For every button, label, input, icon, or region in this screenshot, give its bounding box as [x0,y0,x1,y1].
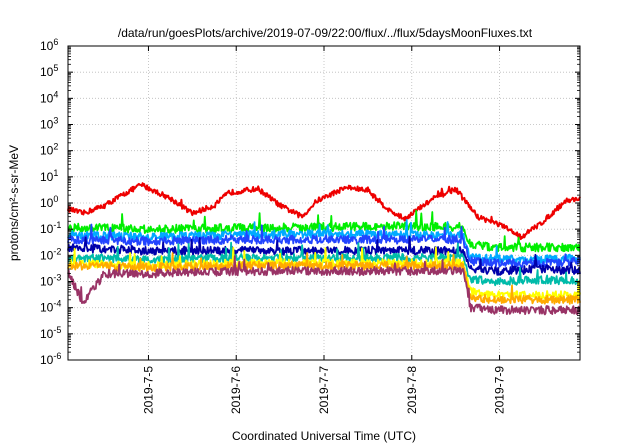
series-line-1 [67,182,581,241]
x-tick-label: 2019-7-9 [493,366,507,414]
series-line-5 [67,236,581,276]
y-tick-label: 102 [40,142,58,158]
y-tick-label: 106 [40,37,58,53]
y-axis-label: protons/cm²-s-sr-MeV [7,145,21,261]
y-tick-label: 10-4 [40,299,61,315]
series-group [67,182,581,316]
series-line-8 [67,252,581,305]
series-line-4 [67,223,581,268]
axes: 10-6 10-5 10-4 10-3 10-2 10-1 100 101 102 103 104 1… [40,37,580,414]
x-tick-label: 2019-7-7 [317,366,331,414]
x-axis-label: Coordinated Universal Time (UTC) [232,429,416,443]
chart-title: /data/run/goesPlots/archive/2019-07-09/2… [118,26,533,40]
y-tick-label: 10-5 [40,325,61,341]
series-line-3 [67,219,581,265]
y-tick-label: 100 [40,194,58,210]
y-tick-label: 104 [40,89,58,105]
y-tick-label: 105 [40,63,58,79]
x-tick-label: 2019-7-6 [229,366,243,414]
y-tick-label: 10-6 [40,351,61,367]
series-line-9 [67,255,581,316]
y-tick-label: 103 [40,116,58,132]
x-tick-label: 2019-7-5 [141,366,155,414]
x-tick-label: 2019-7-8 [405,366,419,414]
y-tick-label: 10-3 [40,273,61,289]
y-tick-label: 10-1 [40,220,61,236]
y-tick-label: 10-2 [40,246,61,262]
y-tick-label: 101 [40,168,58,184]
